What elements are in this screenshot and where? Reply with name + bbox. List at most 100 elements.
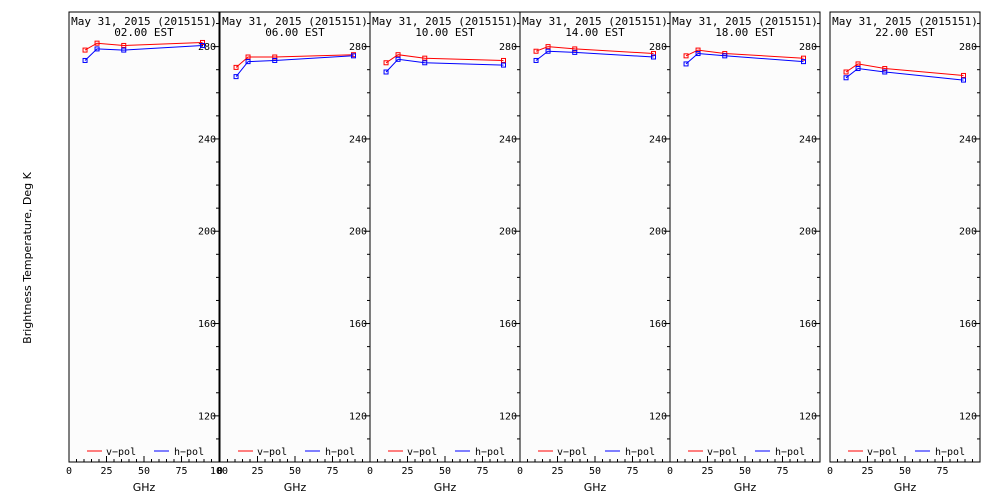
panel-subtitle: 14.00 EST	[565, 26, 625, 39]
x-tick-label: 50	[289, 466, 301, 477]
panel-subtitle: 22.00 EST	[875, 26, 935, 39]
legend-label-v-pol: v−pol	[707, 447, 737, 458]
series-line-h-pol	[845, 67, 964, 81]
series-line-v-pol	[685, 49, 804, 59]
data-point-v-pol	[843, 69, 849, 75]
y-tick-label: 240	[649, 134, 667, 145]
y-tick-label: 200	[198, 227, 216, 238]
data-point-v-pol	[801, 55, 806, 61]
y-tick-label: 120	[349, 411, 367, 422]
data-point-v-pol	[94, 40, 100, 46]
y-tick-label: 280	[198, 42, 216, 53]
panel-frame	[369, 11, 521, 463]
data-point-h-pol	[801, 59, 806, 65]
panel-3: May 31, 2015 (2015151)10.00 EST 120 160 200…	[367, 11, 521, 494]
x-tick-label: 50	[439, 466, 451, 477]
x-axis-label: GHz	[133, 481, 156, 494]
panel-title: May 31, 2015 (2015151)	[222, 15, 368, 28]
y-tick-label: 200	[959, 227, 977, 238]
x-tick-label: 75	[326, 466, 338, 477]
panel-frame	[219, 11, 371, 463]
y-tick-label: 280	[349, 42, 367, 53]
legend-label-h-pol: h−pol	[625, 447, 655, 458]
x-tick-label: 0	[517, 466, 523, 477]
legend-label-h-pol: h−pol	[475, 447, 505, 458]
panel-5: May 31, 2015 (2015151)18.00 EST 120 160 200…	[667, 11, 821, 494]
y-tick-label: 200	[799, 227, 817, 238]
data-point-h-pol	[422, 60, 428, 66]
data-point-v-pol	[545, 44, 551, 50]
data-point-h-pol	[272, 57, 278, 63]
y-tick-label: 120	[649, 411, 667, 422]
series-line-v-pol	[385, 54, 504, 64]
data-point-v-pol	[233, 64, 239, 70]
panel-frame	[829, 11, 981, 463]
series-line-v-pol	[84, 42, 203, 51]
series-line-h-pol	[685, 52, 804, 65]
data-point-v-pol	[683, 53, 689, 59]
y-tick-label: 280	[959, 42, 977, 53]
data-point-h-pol	[395, 56, 401, 62]
data-point-h-pol	[882, 69, 888, 75]
x-tick-label: 25	[100, 466, 112, 477]
data-point-v-pol	[121, 42, 127, 48]
panel-subtitle: 18.00 EST	[715, 26, 775, 39]
x-axis-label: GHz	[734, 481, 757, 494]
y-tick-label: 240	[799, 134, 817, 145]
y-tick-label: 280	[499, 42, 517, 53]
data-point-h-pol	[121, 47, 127, 53]
y-tick-label: 160	[349, 319, 367, 330]
data-point-v-pol	[395, 52, 401, 58]
x-tick-label: 25	[251, 466, 263, 477]
y-tick-label: 200	[649, 227, 667, 238]
data-point-v-pol	[961, 72, 966, 78]
series-line-h-pol	[535, 50, 654, 61]
y-tick-label: 160	[959, 319, 977, 330]
data-point-h-pol	[383, 69, 389, 75]
data-point-h-pol	[82, 57, 88, 63]
x-tick-label: 75	[936, 466, 948, 477]
data-point-h-pol	[200, 42, 205, 48]
panel-frame	[68, 11, 220, 463]
panel-frame	[519, 11, 671, 463]
x-tick-label: 50	[899, 466, 911, 477]
legend-label-h-pol: h−pol	[325, 447, 355, 458]
x-tick-label: 75	[626, 466, 638, 477]
y-tick-label: 200	[499, 227, 517, 238]
series-line-h-pol	[235, 55, 354, 77]
data-point-h-pol	[683, 61, 689, 67]
panel-title: May 31, 2015 (2015151)	[71, 15, 217, 28]
data-point-v-pol	[82, 47, 88, 53]
panel-title: May 31, 2015 (2015151)	[672, 15, 818, 28]
data-point-h-pol	[233, 74, 239, 80]
x-axis-label: GHz	[584, 481, 607, 494]
x-tick-label: 25	[551, 466, 563, 477]
panel-subtitle: 06.00 EST	[265, 26, 325, 39]
x-axis-label: GHz	[434, 481, 457, 494]
panel-title: May 31, 2015 (2015151)	[372, 15, 518, 28]
series-line-v-pol	[845, 63, 964, 76]
data-point-h-pol	[651, 54, 656, 60]
y-tick-label: 240	[959, 134, 977, 145]
y-tick-label: 160	[799, 319, 817, 330]
panel-2: May 31, 2015 (2015151)06.00 EST 120 160 200…	[217, 11, 371, 494]
x-tick-label: 25	[701, 466, 713, 477]
data-point-h-pol	[961, 77, 966, 83]
data-point-h-pol	[722, 53, 728, 59]
x-tick-label: 100	[210, 466, 228, 477]
y-tick-label: 160	[499, 319, 517, 330]
data-point-h-pol	[533, 57, 539, 63]
legend-label-h-pol: h−pol	[775, 447, 805, 458]
x-tick-label: 75	[776, 466, 788, 477]
legend-label-v-pol: v−pol	[257, 447, 287, 458]
data-point-v-pol	[651, 51, 656, 57]
x-axis-label: GHz	[284, 481, 307, 494]
data-point-h-pol	[545, 48, 551, 54]
y-axis-label: Brightness Temperature, Deg K	[21, 171, 34, 343]
data-point-v-pol	[422, 55, 428, 61]
x-tick-label: 0	[367, 466, 373, 477]
legend-label-v-pol: v−pol	[557, 447, 587, 458]
series-line-v-pol	[235, 54, 354, 68]
data-point-v-pol	[855, 61, 861, 67]
legend-label-v-pol: v−pol	[867, 447, 897, 458]
